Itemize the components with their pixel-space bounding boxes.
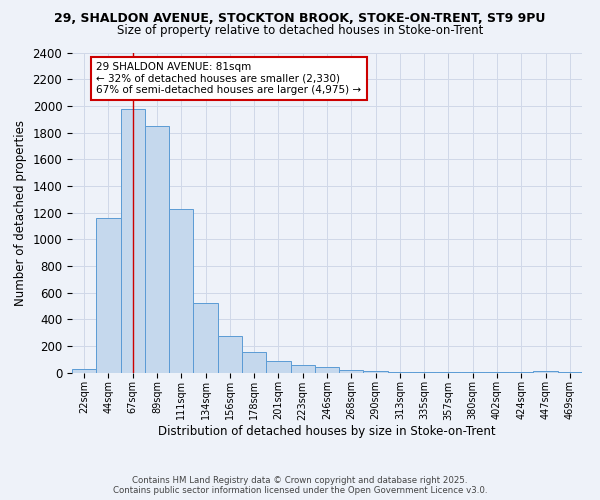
Bar — [193, 302, 218, 372]
Bar — [290, 365, 315, 372]
Bar — [242, 352, 266, 372]
Bar — [169, 208, 193, 372]
Bar — [339, 370, 364, 372]
Bar — [72, 369, 96, 372]
Bar — [145, 126, 169, 372]
Bar — [266, 360, 290, 372]
Text: Size of property relative to detached houses in Stoke-on-Trent: Size of property relative to detached ho… — [117, 24, 483, 37]
Y-axis label: Number of detached properties: Number of detached properties — [14, 120, 27, 306]
Text: 29, SHALDON AVENUE, STOCKTON BROOK, STOKE-ON-TRENT, ST9 9PU: 29, SHALDON AVENUE, STOCKTON BROOK, STOK… — [55, 12, 545, 26]
X-axis label: Distribution of detached houses by size in Stoke-on-Trent: Distribution of detached houses by size … — [158, 425, 496, 438]
Bar — [218, 336, 242, 372]
Text: 29 SHALDON AVENUE: 81sqm
← 32% of detached houses are smaller (2,330)
67% of sem: 29 SHALDON AVENUE: 81sqm ← 32% of detach… — [96, 62, 361, 95]
Bar — [533, 371, 558, 372]
Bar — [315, 366, 339, 372]
Bar — [121, 109, 145, 372]
Text: Contains HM Land Registry data © Crown copyright and database right 2025.
Contai: Contains HM Land Registry data © Crown c… — [113, 476, 487, 495]
Bar — [96, 218, 121, 372]
